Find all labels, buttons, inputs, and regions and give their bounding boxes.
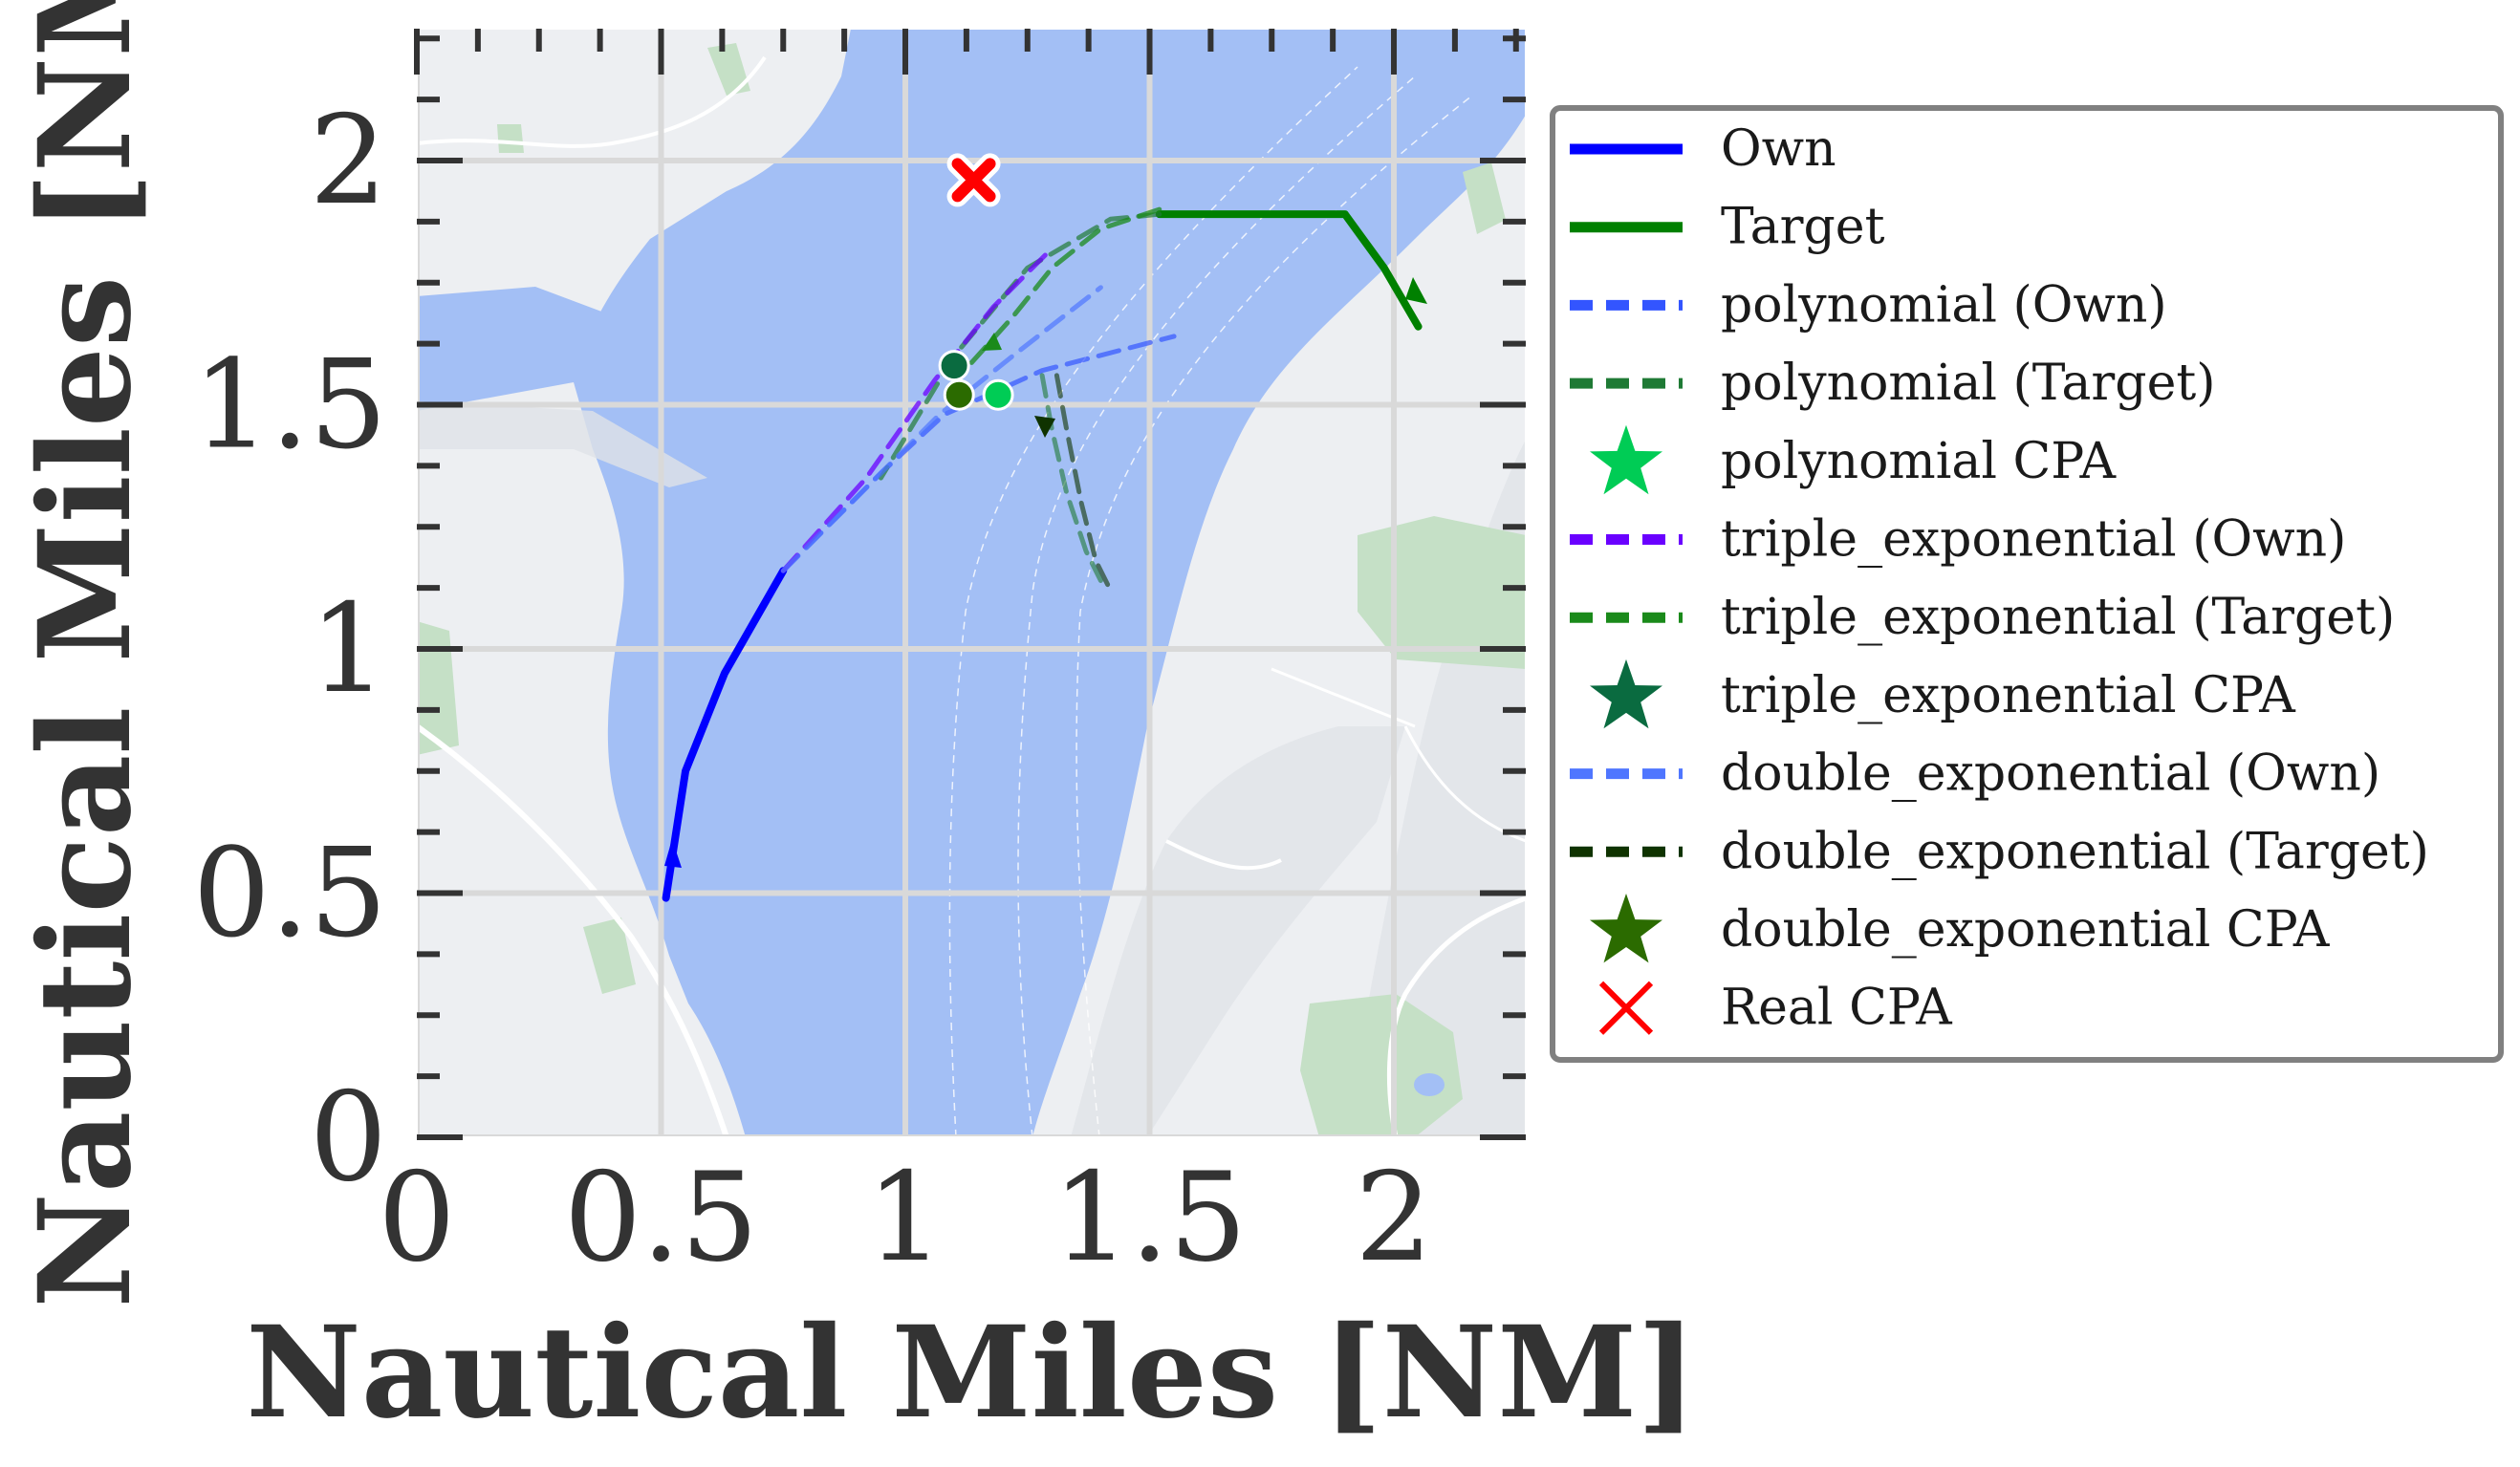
- marker-double-exponential-cpa: [943, 378, 975, 411]
- plot-frame: [416, 28, 1527, 1138]
- target-pred-arrowhead: [982, 333, 1002, 351]
- x-tick-label-1: 0.5: [564, 1147, 759, 1289]
- legend-item-triple-exponential-target-: triple_exponential (Target): [1570, 589, 2395, 646]
- legend-item-double-exponential-cpa-swatch: [1590, 894, 1662, 963]
- grid: [417, 29, 1526, 1137]
- y-tick-label-1: 0.5: [192, 822, 387, 964]
- legend-item-polynomial-target-: polynomial (Target): [1570, 355, 2216, 412]
- cpa-markers: [938, 153, 1014, 411]
- legend-item-double-exponential-own--label: double_exponential (Own): [1721, 745, 2380, 803]
- x-tick-label-2: 1: [866, 1147, 944, 1289]
- series-triple-exponential-own--4: [780, 246, 1054, 573]
- x-tick-label-4: 2: [1355, 1147, 1432, 1289]
- legend-item-polynomial-cpa-label: polynomial CPA: [1721, 433, 2118, 490]
- legend-item-triple-exponential-own--label: triple_exponential (Own): [1721, 511, 2346, 569]
- legend-item-triple-exponential-cpa-label: triple_exponential CPA: [1721, 667, 2296, 724]
- legend-item-polynomial-own-: polynomial (Own): [1570, 276, 2167, 334]
- arrowheads: [664, 277, 1427, 868]
- legend: Own Target polynomial (Own) polynomial (Tar…: [1550, 105, 2504, 1063]
- series-double-exponential-target--7: [1054, 373, 1114, 593]
- y-tick-label-3: 1.5: [192, 334, 387, 476]
- x-tick-labels: 0 0.5 1 1.5 2: [378, 1147, 1432, 1289]
- legend-item-target: Target: [1570, 199, 1885, 256]
- y-axis-label: Nautical Miles [NM]: [11, 0, 160, 1308]
- legend-item-polynomial-own--label: polynomial (Own): [1721, 276, 2167, 334]
- y-tick-labels: 0 0.5 1 1.5 2: [192, 90, 387, 1209]
- axes: [414, 28, 1527, 1140]
- legend-item-own-label: Own: [1721, 120, 1836, 178]
- legend-item-real-cpa-swatch: [1598, 981, 1654, 1035]
- legend-item-polynomial-cpa: polynomial CPA: [1590, 424, 2118, 495]
- legend-item-polynomial-target--label: polynomial (Target): [1721, 355, 2216, 412]
- legend-item-double-exponential-cpa-label: double_exponential CPA: [1721, 901, 2331, 959]
- legend-item-triple-exponential-cpa: triple_exponential CPA: [1590, 658, 2296, 729]
- target-pred-arrowhead-2: [1034, 416, 1055, 438]
- legend-item-double-exponential-target-: double_exponential (Target): [1570, 823, 2429, 880]
- legend-item-triple-exponential-own-: triple_exponential (Own): [1570, 511, 2346, 569]
- marker-polynomial-cpa: [982, 378, 1014, 411]
- target-arrowhead: [1405, 277, 1427, 304]
- marker-triple-exponential-cpa: [938, 350, 970, 382]
- legend-item-double-exponential-cpa: double_exponential CPA: [1590, 894, 2331, 963]
- y-tick-label-2: 1: [310, 578, 387, 721]
- own-arrowhead: [664, 839, 682, 868]
- x-tick-label-0: 0: [378, 1147, 455, 1289]
- y-tick-label-0: 0: [310, 1067, 387, 1209]
- series-polynomial-own--2: [780, 334, 1177, 573]
- series-triple-exponential-target--5: [966, 206, 1162, 369]
- legend-item-triple-exponential-target--label: triple_exponential (Target): [1721, 589, 2395, 646]
- legend-frame: [1550, 105, 2504, 1063]
- series-layer: [662, 206, 1423, 902]
- legend-item-double-exponential-target--label: double_exponential (Target): [1721, 823, 2429, 880]
- legend-item-triple-exponential-cpa-swatch: [1590, 658, 1662, 729]
- y-tick-label-4: 2: [310, 90, 387, 232]
- x-axis-label: Nautical Miles [NM]: [246, 1299, 1697, 1447]
- series-own-0: [662, 567, 788, 902]
- series-target-1: [1155, 210, 1423, 331]
- legend-item-polynomial-cpa-swatch: [1590, 424, 1662, 495]
- x-tick-label-3: 1.5: [1053, 1147, 1248, 1289]
- series-double-exponential-own--6: [780, 285, 1103, 573]
- marker-real-cpa: [946, 153, 1001, 207]
- series-extra-8: [1039, 373, 1103, 583]
- legend-item-real-cpa: Real CPA: [1598, 980, 1953, 1037]
- legend-item-double-exponential-own-: double_exponential (Own): [1570, 745, 2380, 803]
- legend-item-target-label: Target: [1721, 199, 1885, 256]
- series-polynomial-target--3: [878, 211, 1162, 481]
- legend-item-own: Own: [1570, 120, 1836, 178]
- legend-item-real-cpa-label: Real CPA: [1721, 980, 1953, 1037]
